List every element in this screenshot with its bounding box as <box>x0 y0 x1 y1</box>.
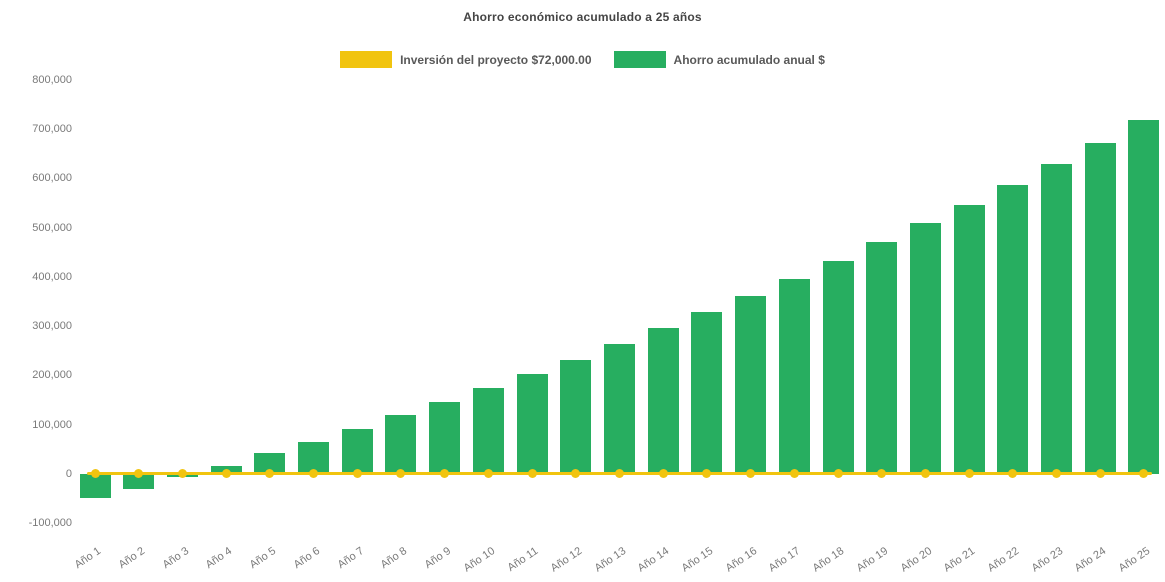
x-tick-label: Año 17 <box>767 545 803 575</box>
bar-año-10 <box>472 388 504 474</box>
x-tick-label: Año 22 <box>985 545 1022 575</box>
bar-año-25 <box>1128 120 1160 474</box>
investment-line-marker <box>746 469 756 479</box>
x-tick-label: Año 14 <box>635 545 672 575</box>
investment-line-marker <box>396 469 406 479</box>
chart-title: Ahorro económico acumulado a 25 años <box>463 10 702 24</box>
x-tick-label: Año 4 <box>203 545 235 572</box>
bar-año-19 <box>866 242 898 474</box>
investment-line-marker <box>614 469 624 479</box>
legend-item-savings: Ahorro acumulado anual $ <box>613 51 825 68</box>
investment-line-marker <box>134 469 144 479</box>
investment-line-marker <box>789 469 799 479</box>
x-tick-label: Año 21 <box>941 545 978 575</box>
investment-line-marker <box>309 469 319 479</box>
bar-año-13 <box>603 343 635 474</box>
legend-label-savings: Ahorro acumulado anual $ <box>673 52 825 67</box>
bar-año-17 <box>778 278 810 474</box>
x-tick-label: Año 8 <box>378 545 410 572</box>
y-tick-label: 700,000 <box>32 123 72 136</box>
y-tick-label: 0 <box>65 467 72 480</box>
investment-line-marker <box>702 469 712 479</box>
bar-año-23 <box>1041 163 1073 474</box>
x-tick-label: Año 18 <box>810 545 847 575</box>
bar-año-9 <box>429 401 461 474</box>
x-tick-label: Año 11 <box>505 545 541 575</box>
investment-line-marker <box>90 469 100 479</box>
bar-año-2 <box>123 473 155 489</box>
bar-año-7 <box>341 428 373 474</box>
bar-año-21 <box>953 205 985 474</box>
legend-swatch-savings-icon <box>613 51 666 68</box>
investment-line-marker <box>352 469 362 479</box>
y-tick-label: 200,000 <box>32 369 72 382</box>
investment-line-marker <box>177 469 187 479</box>
x-tick-label: Año 23 <box>1029 545 1065 575</box>
legend-label-investment: Inversión del proyecto $72,000.00 <box>400 52 592 67</box>
investment-line-marker <box>833 469 843 479</box>
x-tick-label: Año 25 <box>1116 545 1153 575</box>
bar-año-18 <box>822 260 854 474</box>
x-tick-label: Año 2 <box>116 545 148 572</box>
x-tick-label: Año 1 <box>72 545 104 572</box>
investment-line-marker <box>964 469 974 479</box>
y-tick-label: 800,000 <box>32 74 72 86</box>
investment-line-marker <box>527 469 537 479</box>
investment-line-marker <box>1139 469 1149 479</box>
legend-swatch-investment-icon <box>340 51 393 68</box>
x-tick-label: Año 16 <box>723 545 759 575</box>
bar-año-16 <box>735 295 767 474</box>
investment-line-marker <box>658 469 668 479</box>
x-tick-label: Año 3 <box>160 545 191 572</box>
x-tick-label: Año 7 <box>335 545 366 572</box>
y-tick-label: -100,000 <box>28 517 72 529</box>
bar-año-22 <box>997 185 1029 474</box>
x-tick-label: Año 13 <box>592 545 628 575</box>
bar-año-15 <box>691 311 723 474</box>
legend-item-investment: Inversión del proyecto $72,000.00 <box>340 51 592 68</box>
bar-año-20 <box>909 223 941 474</box>
investment-line-marker <box>221 469 231 479</box>
bar-año-14 <box>647 328 679 474</box>
bar-año-6 <box>298 441 330 474</box>
investment-line-marker <box>440 469 450 479</box>
y-tick-label: 300,000 <box>32 320 72 333</box>
investment-line-marker <box>877 469 887 479</box>
investment-line-marker <box>1052 469 1062 479</box>
y-tick-label: 400,000 <box>32 270 72 283</box>
x-tick-label: Año 15 <box>679 545 716 575</box>
y-tick-label: 500,000 <box>32 221 72 234</box>
bar-año-11 <box>516 374 548 474</box>
x-tick-label: Año 10 <box>461 545 497 575</box>
x-tick-label: Año 24 <box>1073 545 1109 575</box>
x-tick-label: Año 5 <box>247 545 279 572</box>
investment-line-marker <box>483 469 493 479</box>
x-tick-label: Año 19 <box>854 545 891 575</box>
bar-año-8 <box>385 415 417 474</box>
investment-line-marker <box>920 469 930 479</box>
investment-line-marker <box>1095 469 1105 479</box>
x-tick-label: Año 12 <box>548 545 585 575</box>
bar-año-5 <box>254 453 286 474</box>
y-tick-label: 100,000 <box>32 418 72 431</box>
investment-line-marker <box>571 469 581 479</box>
bar-año-24 <box>1084 142 1116 474</box>
x-tick-label: Año 9 <box>422 545 454 572</box>
y-tick-label: 600,000 <box>32 172 72 185</box>
bar-año-12 <box>560 359 592 474</box>
x-tick-label: Año 20 <box>898 545 934 575</box>
investment-line-marker <box>1008 469 1018 479</box>
x-tick-label: Año 6 <box>291 545 322 572</box>
investment-line-marker <box>265 469 275 479</box>
legend: Inversión del proyecto $72,000.00 Ahorro… <box>0 51 1165 68</box>
